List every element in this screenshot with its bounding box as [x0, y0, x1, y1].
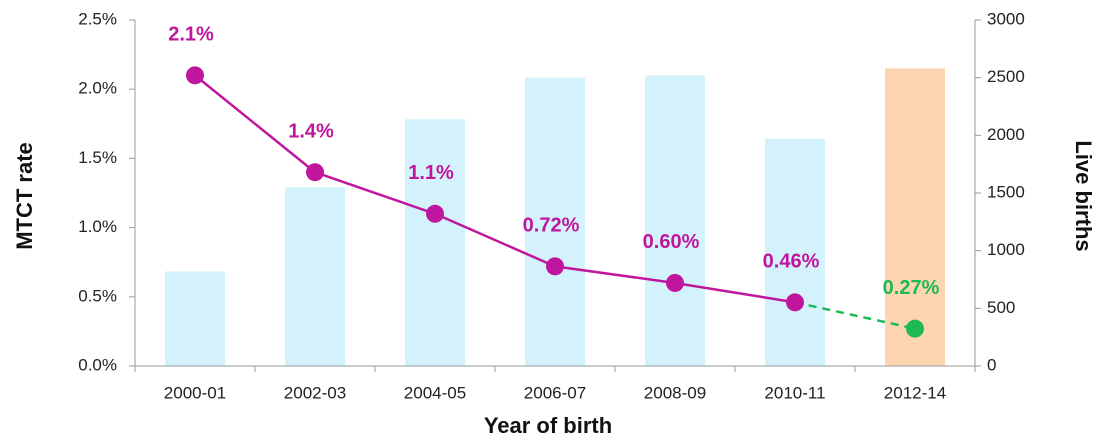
- y-tick-label: 1.5%: [78, 148, 117, 167]
- bar: [525, 77, 585, 367]
- data-label: 1.1%: [408, 162, 454, 184]
- y2-axis-label: Live births: [1071, 140, 1096, 251]
- x-axis-label: Year of birth: [484, 413, 612, 438]
- line-point: [426, 204, 444, 223]
- data-label: 0.72%: [523, 215, 580, 237]
- line-point: [666, 273, 684, 292]
- y-tick-label: 0.0%: [78, 355, 117, 374]
- x-tick-label: 2002-03: [284, 383, 346, 402]
- data-label: 0.46%: [763, 251, 820, 273]
- y-tick-label: 0.5%: [78, 286, 117, 305]
- x-tick-label: 2010-11: [764, 383, 825, 402]
- x-tick-label: 2004-05: [404, 383, 466, 402]
- y-axis-label: MTCT rate: [12, 142, 37, 250]
- y-tick-label: 2.5%: [78, 9, 117, 28]
- line-point: [906, 319, 924, 338]
- y2-tick-label: 3000: [987, 9, 1025, 28]
- y2-tick-label: 2500: [987, 67, 1025, 86]
- line-point: [186, 66, 204, 85]
- data-label: 1.4%: [288, 121, 334, 143]
- x-tick-label: 2006-07: [524, 383, 586, 402]
- bar: [285, 187, 345, 366]
- line-point: [786, 293, 804, 312]
- y2-tick-label: 1000: [987, 240, 1025, 259]
- data-label: 2.1%: [168, 24, 214, 46]
- line-segment: [314, 171, 436, 215]
- y-tick-label: 2.0%: [78, 79, 117, 98]
- x-tick-label: 2000-01: [164, 383, 226, 402]
- data-label: 0.60%: [643, 231, 700, 253]
- data-label: 0.27%: [883, 277, 940, 299]
- bar: [765, 138, 825, 366]
- y2-tick-label: 500: [987, 298, 1015, 317]
- line-segment: [794, 301, 916, 330]
- line-segment: [674, 281, 796, 304]
- x-tick-label: 2008-09: [644, 383, 706, 402]
- bar: [885, 68, 945, 366]
- y-tick-label: 1.0%: [78, 217, 117, 236]
- bar: [165, 271, 225, 366]
- line-point: [546, 257, 564, 276]
- y2-tick-label: 2000: [987, 125, 1025, 144]
- x-tick-label: 2012-14: [884, 383, 946, 402]
- y2-tick-label: 0: [987, 355, 996, 374]
- line-point: [306, 163, 324, 182]
- bar: [405, 119, 465, 366]
- line-segment: [434, 212, 556, 268]
- bar: [645, 75, 705, 367]
- y2-tick-label: 1500: [987, 182, 1025, 201]
- line-segment: [194, 74, 316, 174]
- line-segment: [554, 265, 676, 285]
